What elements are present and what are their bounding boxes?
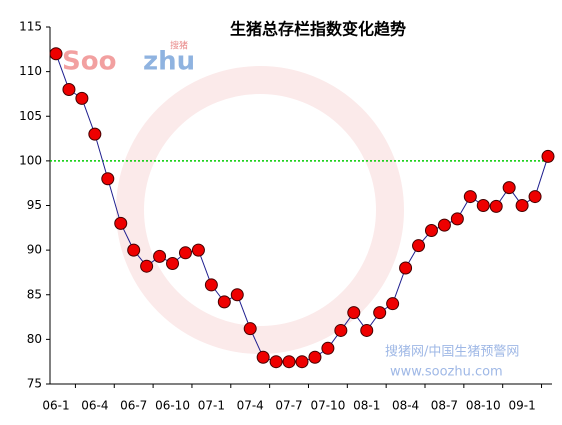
- data-point: [166, 257, 180, 271]
- data-point: [49, 47, 63, 61]
- data-point: [437, 218, 451, 232]
- data-point: [515, 199, 529, 212]
- data-point: [217, 295, 231, 309]
- data-point: [295, 355, 309, 369]
- data-point: [321, 341, 335, 355]
- data-point: [360, 323, 374, 337]
- x-tick-label: 08-7: [431, 399, 458, 413]
- y-tick-label: 90: [27, 243, 42, 257]
- data-point: [412, 239, 426, 253]
- logo-text: 搜猪: [170, 40, 188, 52]
- data-point: [243, 322, 257, 336]
- data-point: [153, 249, 167, 263]
- y-tick-label: 80: [27, 332, 42, 346]
- data-point: [140, 259, 154, 273]
- x-tick-label: 06-4: [81, 399, 108, 413]
- data-point: [127, 243, 141, 257]
- data-point: [463, 190, 477, 204]
- y-tick-label: 110: [19, 64, 42, 78]
- data-point: [178, 246, 192, 260]
- x-tick-label: 07-7: [275, 399, 302, 413]
- x-tick-label: 06-7: [120, 399, 147, 413]
- x-tick-label: 07-1: [198, 399, 225, 413]
- data-point: [269, 355, 283, 369]
- data-point: [282, 355, 296, 369]
- data-point: [114, 216, 128, 230]
- data-point: [191, 243, 205, 257]
- data-point: [424, 223, 438, 237]
- data-point: [476, 199, 490, 212]
- watermark-text: www.soozhu.com: [390, 365, 503, 380]
- data-point: [230, 288, 244, 302]
- x-tick-label: 07-10: [310, 399, 345, 413]
- data-point: [347, 306, 361, 320]
- data-point: [489, 199, 503, 213]
- data-point: [450, 212, 464, 226]
- data-point: [101, 172, 115, 186]
- logo-text: Soo: [62, 47, 116, 77]
- watermark-text: 搜猪网/中国生猪预警网: [385, 344, 519, 360]
- y-tick-label: 75: [27, 377, 42, 391]
- data-point: [204, 278, 218, 292]
- chart-title: 生猪总存栏指数变化趋势: [230, 20, 406, 39]
- x-tick-label: 08-10: [466, 399, 501, 413]
- x-tick-label: 06-1: [42, 399, 69, 413]
- data-point: [308, 350, 322, 364]
- x-tick-label: 08-4: [392, 399, 419, 413]
- y-tick-label: 105: [19, 109, 42, 123]
- x-tick-label: 06-10: [155, 399, 190, 413]
- data-point: [88, 127, 102, 141]
- y-tick-label: 95: [27, 198, 42, 212]
- watermark-shape: [116, 66, 404, 354]
- data-point: [541, 149, 555, 163]
- y-tick-label: 85: [27, 287, 42, 301]
- y-tick-label: 100: [19, 153, 42, 167]
- data-point: [528, 190, 542, 204]
- y-tick-label: 115: [19, 20, 42, 34]
- data-point: [62, 82, 76, 96]
- data-point: [399, 261, 413, 275]
- data-point: [502, 181, 516, 195]
- x-tick-label: 09-1: [508, 399, 535, 413]
- logo-text: zhu: [143, 47, 195, 77]
- data-point: [386, 297, 400, 311]
- x-tick-label: 07-4: [237, 399, 264, 413]
- data-point: [373, 306, 387, 320]
- x-tick-label: 08-1: [353, 399, 380, 413]
- data-point: [75, 91, 89, 105]
- data-point: [334, 323, 348, 337]
- data-point: [256, 350, 270, 364]
